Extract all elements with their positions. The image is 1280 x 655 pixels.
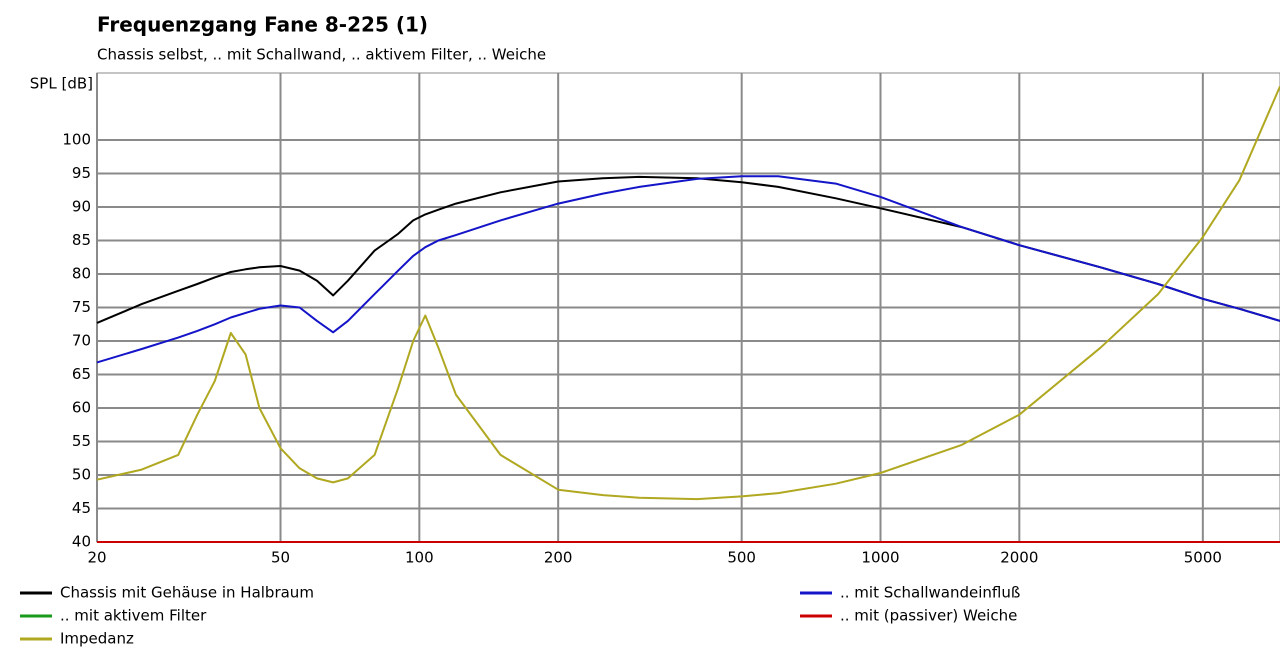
legend-label: .. mit Schallwandeinfluß (840, 584, 1020, 602)
x-tick-label: 200 (544, 549, 573, 567)
y-tick-label: 70 (72, 332, 91, 350)
series-line (96, 86, 1280, 501)
x-tick-label: 50 (271, 549, 290, 567)
x-tick-label: 5000 (1184, 549, 1222, 567)
x-tick-label: 20 (87, 549, 106, 567)
y-tick-label: 60 (72, 399, 91, 417)
legend-label: Chassis mit Gehäuse in Halbraum (60, 584, 314, 602)
y-tick-label: 90 (72, 198, 91, 216)
y-tick-label: 50 (72, 466, 91, 484)
y-tick-label: 95 (72, 164, 91, 182)
chart-title: Frequenzgang Fane 8-225 (1) (97, 13, 428, 37)
x-tick-label: 100 (405, 549, 434, 567)
legend-label: Impedanz (60, 630, 134, 648)
x-tick-label: 500 (727, 549, 756, 567)
y-tick-label: 55 (72, 432, 91, 450)
y-tick-label: 45 (72, 499, 91, 517)
chart-subtitle: Chassis selbst, .. mit Schallwand, .. ak… (97, 46, 546, 64)
y-axis-label: SPL [dB] (30, 75, 93, 93)
y-tick-label: 75 (72, 298, 91, 316)
y-tick-label: 40 (72, 533, 91, 551)
y-tick-label: 85 (72, 231, 91, 249)
legend-label: .. mit aktivem Filter (60, 607, 207, 625)
x-tick-label: 2000 (1000, 549, 1038, 567)
legend-label: .. mit (passiver) Weiche (840, 607, 1017, 625)
y-tick-label: 100 (62, 131, 91, 149)
y-tick-label: 80 (72, 265, 91, 283)
series-line (96, 175, 1280, 364)
y-tick-label: 65 (72, 365, 91, 383)
x-tick-label: 1000 (861, 549, 899, 567)
